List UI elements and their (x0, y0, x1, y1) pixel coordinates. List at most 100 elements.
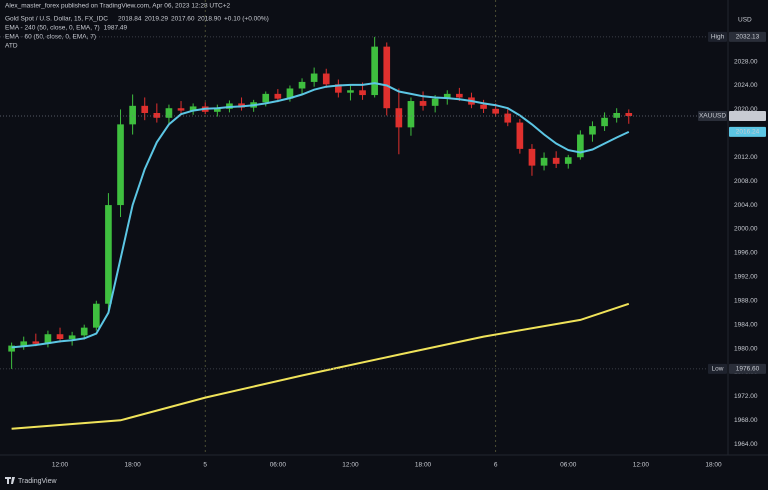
y-tick-label: 1964.00 (734, 441, 758, 448)
candle (419, 91, 427, 111)
x-tick-label: 06:00 (270, 462, 287, 469)
candle-body (564, 157, 572, 164)
x-tick-label: 5 (203, 462, 207, 469)
candle (613, 108, 620, 123)
y-tick-label: 1968.00 (734, 417, 758, 424)
y-tick-label: 1996.00 (734, 250, 758, 257)
candle-body (456, 93, 463, 98)
candle (20, 336, 28, 350)
candle-body (80, 327, 88, 336)
candle (68, 331, 76, 346)
candle (552, 151, 560, 169)
candle-body (177, 108, 185, 111)
x-tick-label: 12:00 (52, 462, 69, 469)
marker-name: High (711, 34, 725, 41)
candle (117, 109, 124, 218)
x-tick-label: 12:00 (633, 462, 650, 469)
marker-name-box (708, 363, 727, 374)
y-tick-label: 2012.00 (734, 154, 758, 161)
candle (540, 152, 548, 171)
candle (310, 67, 318, 87)
candle-body (274, 93, 282, 99)
candle-body (214, 108, 221, 112)
legend-value: 2018.90 (198, 16, 222, 23)
y-tick-label: 1984.00 (734, 321, 758, 328)
y-tick-label: 2028.00 (734, 58, 758, 65)
y-tick-label: 1980.00 (734, 345, 758, 352)
marker-name-box (708, 31, 727, 42)
candle (589, 121, 596, 142)
legend-series-value: 1987.49 (104, 25, 128, 32)
marker-value-box (729, 110, 766, 121)
candle (92, 300, 100, 331)
candle-body (56, 334, 64, 340)
legend-value: +0.10 (+0.00%) (224, 16, 269, 23)
candle (395, 88, 403, 155)
ema-line (11, 302, 630, 430)
candle-body (419, 101, 427, 106)
legend-series: EMA - 60 (50, close, 0, EMA, 7) (5, 34, 96, 41)
marker-name: XAUUSD (699, 113, 726, 120)
candle-body (141, 105, 149, 114)
legend-item: ATD (5, 43, 18, 50)
candle (129, 94, 136, 135)
candle (480, 99, 487, 114)
brand: TradingView (18, 478, 57, 485)
legend-value: 2019.29 (145, 16, 169, 23)
candle (335, 79, 342, 98)
candle-body (480, 104, 487, 109)
footer: TradingView (5, 477, 57, 485)
candle-body (286, 88, 294, 99)
candle-body (528, 148, 536, 166)
candle (371, 36, 378, 98)
candle (504, 108, 512, 127)
legend-title: Gold Spot / U.S. Dollar, 15, FX_IDC (5, 16, 108, 23)
candle-body (577, 134, 584, 158)
candle-body (92, 303, 100, 328)
candle-body (129, 105, 136, 125)
ema-line (11, 82, 630, 349)
candle-body (395, 108, 403, 128)
x-tick-label: 06:00 (560, 462, 577, 469)
candle (298, 78, 306, 94)
marker-name-box (698, 110, 727, 121)
candle (189, 103, 197, 115)
candle-body (540, 157, 548, 166)
marker-name: Low (712, 366, 724, 373)
marker-value-box (729, 31, 766, 42)
y-tick-label: 2004.00 (734, 202, 758, 209)
legend-value: 2018.84 (118, 16, 142, 23)
x-tick-label: 6 (494, 462, 498, 469)
candle (528, 144, 536, 176)
candle-body (407, 101, 415, 128)
candle (177, 101, 185, 116)
candle-body (504, 113, 512, 123)
candle-body (262, 93, 270, 103)
candle-body (335, 84, 342, 93)
marker-value-box (729, 363, 766, 374)
candle-body (383, 46, 391, 109)
y-unit: USD (738, 17, 752, 24)
candle-body (625, 113, 633, 116)
y-tick-label: 1972.00 (734, 393, 758, 400)
candle-body (443, 93, 451, 99)
candle-body (8, 345, 15, 352)
y-tick-label: 1992.00 (734, 274, 758, 281)
candle-body (371, 46, 378, 96)
candle (601, 112, 608, 131)
candle-body (105, 205, 112, 304)
legend-series: EMA - 240 (50, close, 0, EMA, 7) (5, 25, 100, 32)
candle (347, 85, 354, 101)
candle (577, 130, 584, 160)
y-tick-label: 2020.00 (734, 106, 758, 113)
candle (564, 154, 572, 169)
candle-body (298, 81, 306, 89)
legend-value: 2017.60 (171, 16, 195, 23)
candle (407, 97, 415, 136)
candle-body (165, 108, 173, 118)
x-tick-label: 18:00 (415, 462, 432, 469)
candle-body (601, 117, 608, 127)
candle-body (68, 335, 76, 340)
candle (80, 324, 88, 340)
